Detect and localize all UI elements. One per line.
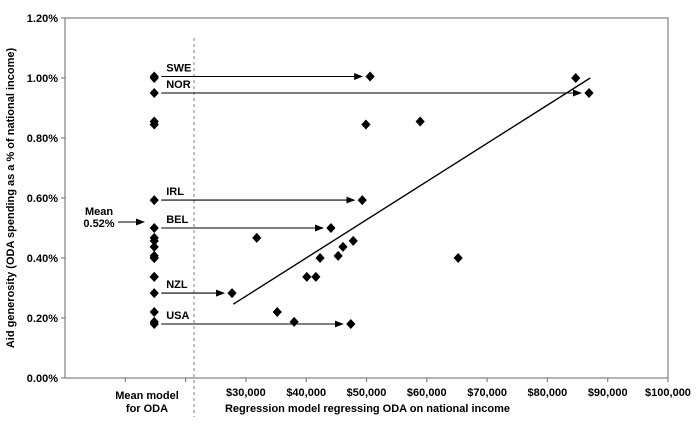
regression-point [338, 241, 348, 252]
regression-point [415, 116, 425, 127]
y-tick-label: 0.80% [27, 133, 58, 145]
y-tick-label: 0.00% [27, 373, 58, 385]
regression-point [333, 250, 343, 261]
mean-model-axis-label-line1: Mean model [115, 390, 179, 402]
regression-line [232, 77, 591, 305]
mean-model-point [149, 271, 159, 282]
mean-model-point [149, 253, 159, 263]
regression-point [571, 73, 581, 83]
country-label-irl: IRL [166, 186, 184, 198]
mean-model-point [149, 116, 159, 127]
y-tick-label: 1.00% [27, 73, 58, 85]
x-tick-label: $40,000 [286, 387, 326, 399]
x-tick-label: $80,000 [528, 387, 568, 399]
y-tick-label: 0.40% [27, 253, 58, 265]
mean-model-axis-label-line2: for ODA [126, 403, 168, 415]
regression-point [311, 271, 321, 282]
x-tick-label: $100,000 [645, 387, 691, 399]
x-tick-label: $60,000 [407, 387, 447, 399]
y-axis-title: Aid generosity (ODA spending as a % of n… [5, 48, 17, 349]
plot-border [64, 17, 669, 379]
mean-model-point [149, 235, 159, 246]
country-label-swe: SWE [166, 63, 191, 75]
regression-point-bel [326, 223, 336, 233]
regression-point-nzl [227, 288, 237, 299]
mean-model-point-bel [149, 223, 159, 233]
regression-point [453, 253, 463, 263]
regression-point-usa [346, 319, 356, 329]
country-label-bel: BEL [166, 214, 188, 226]
regression-point-irl [357, 195, 367, 206]
mean-model-point-nor [149, 88, 159, 98]
country-label-nor: NOR [166, 79, 191, 91]
regression-point [361, 119, 371, 130]
x-tick-label: $50,000 [347, 387, 387, 399]
regression-point-swe [365, 71, 375, 82]
mean-model-point [149, 241, 159, 252]
regression-point [348, 235, 358, 246]
country-label-usa: USA [166, 310, 189, 322]
mean-model-point-irl [149, 195, 159, 206]
x-tick-label: $90,000 [588, 387, 628, 399]
regression-point [302, 271, 312, 282]
mean-model-point-usa [149, 319, 159, 329]
y-tick-label: 0.20% [27, 313, 58, 325]
regression-point-nor [584, 88, 594, 98]
mean-annotation-line1: Mean [85, 206, 113, 218]
regression-point [252, 232, 262, 243]
regression-point [289, 316, 299, 327]
x-axis-title: Regression model regressing ODA on natio… [225, 403, 510, 415]
mean-model-point-nzl [149, 288, 159, 299]
y-tick-label: 0.60% [27, 193, 58, 205]
mean-annotation-line2: 0.52% [83, 218, 114, 230]
mean-model-point [149, 307, 159, 317]
country-label-nzl: NZL [166, 279, 188, 291]
mean-model-point [149, 73, 159, 83]
x-tick-label: $30,000 [226, 387, 266, 399]
x-tick-label: $70,000 [467, 387, 507, 399]
regression-point [315, 253, 325, 263]
y-tick-label: 1.20% [27, 13, 58, 25]
regression-point [272, 307, 282, 317]
